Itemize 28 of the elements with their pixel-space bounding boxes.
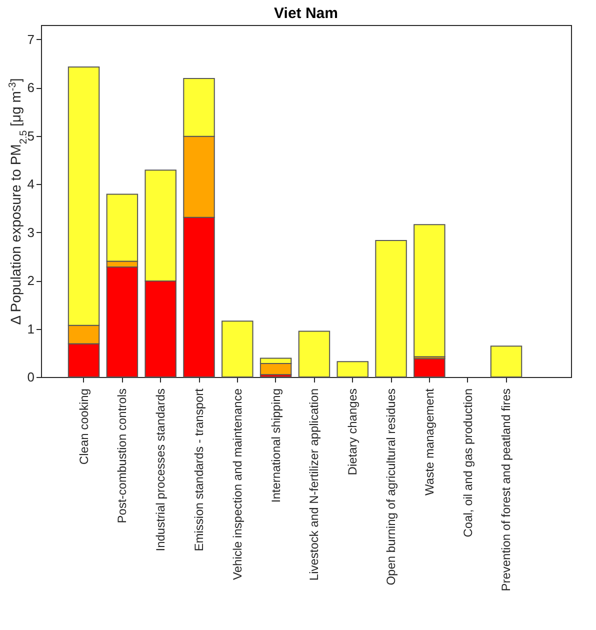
bar [414,358,446,378]
x-tick-label: Emission standards - transport [192,388,206,552]
x-tick-label: Livestock and N-fertilizer application [307,388,322,581]
x-tick-label: Prevention of forest and peatland fires [499,388,514,592]
x-tick-label: International shipping [268,388,283,503]
y-tick-label: 0 [27,370,34,384]
bar [490,346,522,378]
y-tick-label: 6 [27,80,34,96]
bar [375,240,407,378]
bar [298,330,330,378]
y-tick-label: 2 [27,273,34,288]
x-tick-label: Open burning of agricultural residues [384,388,398,586]
bar [414,224,446,358]
bar [336,361,368,378]
chart-title: Viet Nam [274,5,338,22]
x-tick-label: Waste management [422,388,436,496]
x-tick-label: Clean cooking [76,388,91,465]
y-tick-label: 3 [27,224,34,240]
x-tick-label: Post-combustion controls [115,388,130,524]
y-tick-label: 1 [27,321,34,336]
y-tick-label: 7 [27,32,34,47]
x-tick-label: Industrial processes standards [154,388,168,552]
x-tick-label: Dietary changes [346,388,360,476]
x-tick-label: Coal, oil and gas production [460,388,475,538]
y-tick-label: 4 [27,176,34,192]
x-tick-label: Vehicle inspection and maintenance [230,388,244,580]
bar [222,320,254,378]
y-tick-label: 5 [27,128,34,144]
